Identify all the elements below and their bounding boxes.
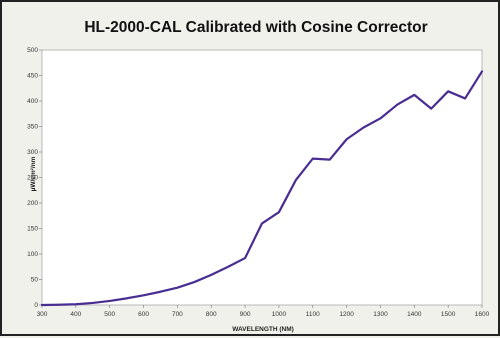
y-tick-label: 250	[27, 175, 38, 182]
plot-area	[41, 49, 483, 306]
series-layer	[40, 70, 484, 307]
y-tick-label: 350	[27, 124, 38, 131]
x-tick-label: 900	[240, 311, 251, 318]
x-axis-label: WAVELENGTH (NM)	[232, 326, 294, 333]
x-tick-label: 1300	[373, 311, 388, 318]
x-tick-label: 800	[206, 311, 217, 318]
x-tick-label: 300	[37, 311, 48, 318]
y-tick-label: 450	[27, 73, 38, 80]
y-axis-ticks: 0 50 100 150 200 250 300 350 400 450 500	[27, 47, 42, 309]
x-tick-label: 1200	[339, 311, 354, 318]
y-tick-label: 0	[34, 302, 38, 309]
x-tick-label: 600	[138, 311, 149, 318]
x-tick-label: 1100	[306, 311, 320, 318]
chart-title: HL-2000-CAL Calibrated with Cosine Corre…	[84, 19, 427, 36]
x-tick-label: 700	[172, 311, 183, 318]
x-axis-ticks: 300 400 500 600 700 800 900 1000 1100 1200 1300 140…	[37, 305, 490, 318]
y-tick-label: 150	[27, 226, 38, 233]
x-tick-label: 1600	[475, 311, 490, 318]
y-tick-label: 50	[31, 277, 39, 284]
y-tick-label: 400	[27, 98, 38, 105]
y-tick-label: 100	[27, 251, 38, 258]
x-tick-label: 500	[104, 311, 115, 318]
y-tick-label: 200	[27, 200, 38, 207]
x-tick-label: 1400	[407, 311, 422, 318]
plot-background	[41, 49, 483, 306]
x-tick-label: 400	[70, 311, 81, 318]
y-axis-label: µW/cm²/nm	[30, 156, 37, 191]
x-tick-label: 1500	[441, 311, 456, 318]
x-tick-label: 1000	[272, 311, 287, 318]
y-tick-label: 300	[27, 149, 38, 156]
series-line-0	[40, 70, 484, 307]
y-tick-label: 500	[27, 47, 38, 54]
